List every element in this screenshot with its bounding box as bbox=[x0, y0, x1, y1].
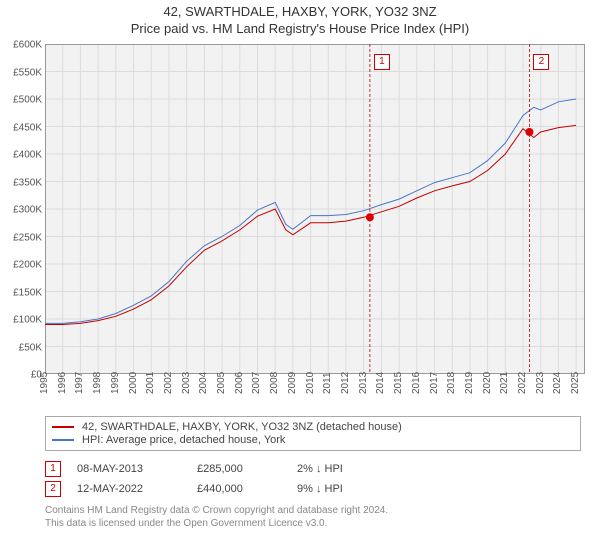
page-title: 42, SWARTHDALE, HAXBY, YORK, YO32 3NZ bbox=[0, 4, 600, 19]
y-tick-label: £350K bbox=[13, 177, 42, 188]
x-tick-label: 2017 bbox=[429, 372, 440, 394]
y-tick-label: £600K bbox=[13, 40, 42, 51]
event-row: 1 08-MAY-2013£285,0002% ↓ HPI bbox=[45, 460, 585, 478]
x-tick-label: 2010 bbox=[305, 372, 316, 394]
x-tick-label: 2022 bbox=[517, 372, 528, 394]
x-tick-label: 2018 bbox=[446, 372, 457, 394]
y-tick-label: £50K bbox=[19, 342, 42, 353]
x-tick-label: 2002 bbox=[163, 372, 174, 394]
x-tick-label: 2014 bbox=[375, 372, 386, 394]
x-tick-label: 1996 bbox=[57, 372, 68, 394]
y-tick-label: £300K bbox=[13, 205, 42, 216]
x-tick-label: 2024 bbox=[552, 372, 563, 394]
x-tick-label: 2025 bbox=[570, 372, 581, 394]
y-tick-label: £250K bbox=[13, 232, 42, 243]
x-tick-label: 2008 bbox=[269, 372, 280, 394]
y-tick-label: £450K bbox=[13, 122, 42, 133]
event-row: 2 12-MAY-2022£440,0009% ↓ HPI bbox=[45, 480, 585, 498]
x-tick-label: 2013 bbox=[358, 372, 369, 394]
legend-text: HPI: Average price, detached house, York bbox=[82, 434, 285, 446]
x-tick-label: 1997 bbox=[74, 372, 85, 394]
y-tick-label: £500K bbox=[13, 95, 42, 106]
y-axis-labels: £0£50K£100K£150K£200K£250K£300K£350K£400… bbox=[0, 45, 44, 375]
x-tick-label: 2012 bbox=[340, 372, 351, 394]
x-tick-label: 2005 bbox=[216, 372, 227, 394]
x-axis-labels: 1995199619971998199920002001200220032004… bbox=[45, 380, 585, 414]
chart-footer: Contains HM Land Registry data © Crown c… bbox=[45, 504, 585, 530]
x-tick-label: 2000 bbox=[128, 372, 139, 394]
event-date: 12-MAY-2022 bbox=[77, 483, 197, 495]
y-tick-label: £400K bbox=[13, 150, 42, 161]
y-tick-label: £150K bbox=[13, 287, 42, 298]
event-price: £440,000 bbox=[197, 483, 297, 495]
event-price: £285,000 bbox=[197, 463, 297, 475]
event-number: 2 bbox=[45, 481, 61, 497]
x-tick-label: 2021 bbox=[499, 372, 510, 394]
x-tick-label: 2001 bbox=[145, 372, 156, 394]
event-number: 1 bbox=[45, 461, 61, 477]
event-marker-2: 2 bbox=[533, 54, 549, 70]
legend-item: HPI: Average price, detached house, York bbox=[52, 434, 574, 446]
y-tick-label: £100K bbox=[13, 315, 42, 326]
x-tick-label: 2011 bbox=[322, 372, 333, 394]
x-tick-label: 2003 bbox=[181, 372, 192, 394]
x-tick-label: 1999 bbox=[110, 372, 121, 394]
x-tick-label: 2023 bbox=[535, 372, 546, 394]
legend-text: 42, SWARTHDALE, HAXBY, YORK, YO32 3NZ (d… bbox=[82, 421, 402, 433]
footer-line-2: This data is licensed under the Open Gov… bbox=[45, 517, 585, 530]
chart-svg bbox=[45, 44, 585, 374]
event-stat: 2% ↓ HPI bbox=[297, 463, 447, 475]
x-tick-label: 2015 bbox=[393, 372, 404, 394]
legend-item: 42, SWARTHDALE, HAXBY, YORK, YO32 3NZ (d… bbox=[52, 421, 574, 433]
y-tick-label: £200K bbox=[13, 260, 42, 271]
x-tick-label: 2009 bbox=[287, 372, 298, 394]
legend-swatch bbox=[52, 439, 74, 441]
chart-container: 42, SWARTHDALE, HAXBY, YORK, YO32 3NZ Pr… bbox=[0, 0, 600, 374]
event-stat: 9% ↓ HPI bbox=[297, 483, 447, 495]
legend-swatch bbox=[52, 426, 74, 428]
x-tick-label: 2019 bbox=[464, 372, 475, 394]
page-subtitle: Price paid vs. HM Land Registry's House … bbox=[0, 21, 600, 36]
y-tick-label: £550K bbox=[13, 67, 42, 78]
events-table: 1 08-MAY-2013£285,0002% ↓ HPI 2 12-MAY-2022… bbox=[45, 458, 585, 500]
x-tick-label: 2016 bbox=[411, 372, 422, 394]
x-tick-label: 2004 bbox=[198, 372, 209, 394]
chart-plot-area: 12 bbox=[45, 44, 585, 374]
chart-legend: 42, SWARTHDALE, HAXBY, YORK, YO32 3NZ (d… bbox=[45, 416, 581, 451]
x-tick-label: 2020 bbox=[482, 372, 493, 394]
event-date: 08-MAY-2013 bbox=[77, 463, 197, 475]
event-marker-1: 1 bbox=[374, 54, 390, 70]
footer-line-1: Contains HM Land Registry data © Crown c… bbox=[45, 504, 585, 517]
x-tick-label: 1995 bbox=[39, 372, 50, 394]
x-tick-label: 2007 bbox=[251, 372, 262, 394]
x-tick-label: 1998 bbox=[92, 372, 103, 394]
x-tick-label: 2006 bbox=[234, 372, 245, 394]
